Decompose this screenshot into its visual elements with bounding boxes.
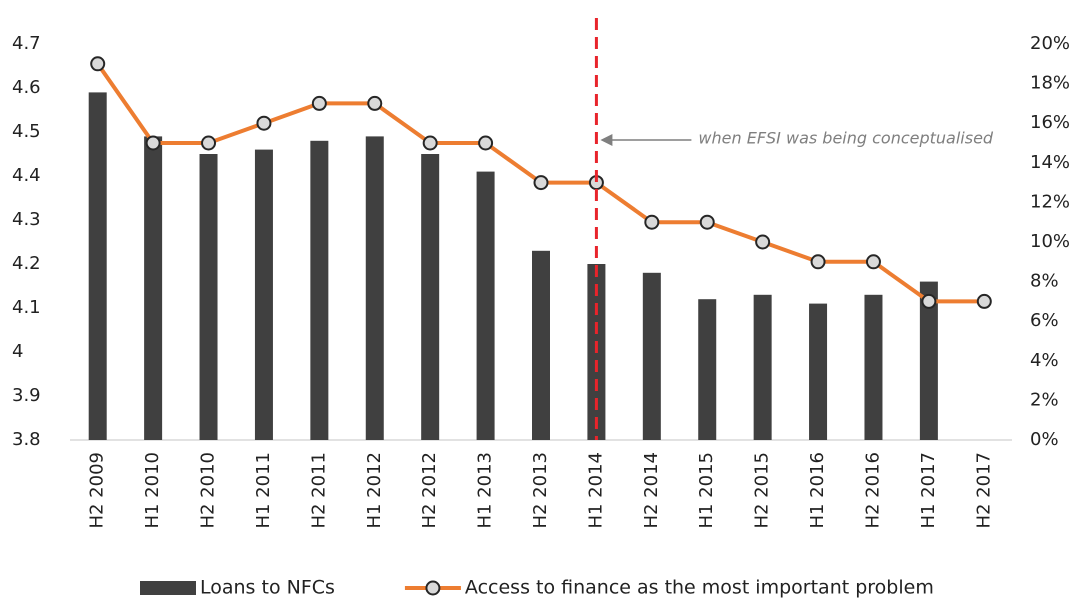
x-tick-label: H1 2015: [696, 452, 717, 529]
y-tick-label: 4.4: [12, 165, 41, 186]
y-tick-label: 3.8: [12, 429, 41, 450]
marker: [145, 135, 161, 151]
bar: [919, 281, 938, 440]
bar: [864, 294, 883, 440]
y-tick-label: 4.5: [12, 121, 41, 142]
y-tick-label: 4.2: [12, 253, 41, 274]
legend-swatch: [140, 581, 196, 595]
y-tick-label: 4.1: [12, 297, 41, 318]
y-tick-label: 4: [12, 341, 23, 362]
bar: [199, 154, 218, 440]
bar: [88, 92, 107, 441]
y2-tick-label: 16%: [1030, 112, 1070, 133]
marker: [533, 175, 549, 191]
annotation: when EFSI was being conceptualised: [698, 129, 994, 148]
x-tick-label: H2 2015: [752, 452, 773, 529]
legend-label: Access to finance as the most important …: [465, 577, 934, 599]
bar: [532, 250, 550, 440]
legend-label: Loans to NFCs: [200, 577, 335, 599]
y2-tick-label: 18%: [1030, 73, 1070, 94]
y2-tick-label: 10%: [1030, 231, 1070, 252]
x-tick-label: H2 2013: [530, 452, 551, 529]
marker: [201, 135, 217, 151]
bar: [698, 299, 717, 440]
bar: [421, 154, 440, 440]
y2-tick-label: 8%: [1030, 271, 1059, 292]
marker: [976, 293, 992, 309]
y2-tick-label: 4%: [1030, 350, 1059, 371]
x-tick-label: H2 2010: [198, 452, 219, 529]
x-tick-label: H2 2016: [862, 452, 883, 529]
bar: [476, 171, 495, 440]
x-tick-label: H1 2010: [142, 452, 163, 529]
x-tick-label: H1 2016: [807, 452, 828, 529]
y2-tick-label: 2%: [1030, 389, 1059, 410]
marker: [755, 234, 771, 250]
annotation-arrowhead: [600, 134, 613, 146]
y-tick-label: 3.9: [12, 385, 41, 406]
marker: [367, 95, 383, 111]
bar: [809, 303, 828, 440]
x-tick-label: H1 2017: [918, 452, 939, 529]
marker: [478, 135, 494, 151]
bar: [254, 149, 273, 440]
bar: [144, 136, 163, 440]
marker: [311, 95, 327, 111]
legend-marker: [425, 580, 441, 596]
y-tick-label: 4.3: [12, 209, 41, 230]
x-tick-label: H1 2014: [585, 452, 606, 529]
x-tick-label: H2 2012: [419, 452, 440, 529]
y-tick-label: 4.6: [12, 77, 41, 98]
y2-tick-label: 0%: [1030, 429, 1059, 450]
x-tick-label: H1 2013: [475, 452, 496, 529]
marker: [644, 214, 660, 230]
marker: [865, 254, 881, 270]
marker: [699, 214, 715, 230]
marker: [921, 293, 937, 309]
x-tick-label: H1 2012: [364, 452, 385, 529]
y2-tick-label: 20%: [1030, 33, 1070, 54]
x-tick-label: H2 2009: [87, 452, 108, 529]
marker: [90, 56, 106, 72]
x-tick-label: H1 2011: [253, 452, 274, 529]
x-tick-label: H2 2011: [308, 452, 329, 529]
x-tick-label: H2 2014: [641, 452, 662, 529]
y2-tick-label: 6%: [1030, 310, 1059, 331]
x-tick-label: H2 2017: [973, 452, 994, 529]
y-tick-label: 4.7: [12, 33, 41, 54]
marker: [256, 115, 272, 131]
marker: [422, 135, 438, 151]
y2-tick-label: 12%: [1030, 191, 1070, 212]
bar: [365, 136, 384, 440]
bar: [310, 140, 329, 441]
bar: [642, 272, 661, 440]
marker: [810, 254, 826, 270]
y2-tick-label: 14%: [1030, 152, 1070, 173]
bar: [753, 294, 772, 440]
